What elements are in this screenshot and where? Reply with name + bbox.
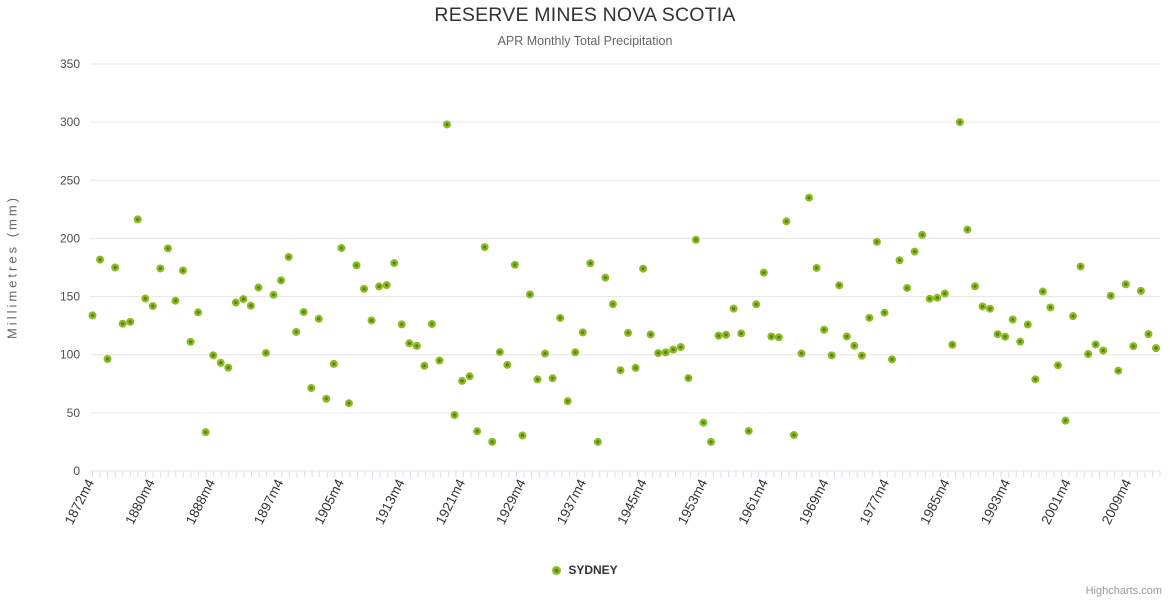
svg-text:350: 350 <box>60 57 80 71</box>
svg-text:1993m4: 1993m4 <box>978 476 1014 527</box>
svg-text:100: 100 <box>60 348 80 362</box>
svg-text:1905m4: 1905m4 <box>311 476 347 527</box>
svg-text:1953m4: 1953m4 <box>675 476 711 527</box>
svg-text:1913m4: 1913m4 <box>372 476 408 527</box>
svg-text:1880m4: 1880m4 <box>122 476 158 527</box>
svg-text:1945m4: 1945m4 <box>614 476 650 527</box>
svg-text:1897m4: 1897m4 <box>251 476 287 527</box>
svg-text:200: 200 <box>60 231 80 245</box>
svg-text:0: 0 <box>73 464 80 478</box>
svg-text:2009m4: 2009m4 <box>1099 476 1135 527</box>
svg-text:1929m4: 1929m4 <box>493 476 529 527</box>
svg-text:250: 250 <box>60 173 80 187</box>
svg-text:1985m4: 1985m4 <box>917 476 953 527</box>
svg-text:150: 150 <box>60 290 80 304</box>
svg-text:50: 50 <box>67 406 81 420</box>
svg-text:1888m4: 1888m4 <box>183 476 219 527</box>
svg-text:2001m4: 2001m4 <box>1038 476 1074 527</box>
svg-text:1969m4: 1969m4 <box>796 476 832 527</box>
svg-text:1937m4: 1937m4 <box>554 476 590 527</box>
svg-text:1921m4: 1921m4 <box>433 476 469 527</box>
svg-text:1977m4: 1977m4 <box>857 476 893 527</box>
svg-text:1872m4: 1872m4 <box>62 476 98 527</box>
svg-text:300: 300 <box>60 115 80 129</box>
svg-text:1961m4: 1961m4 <box>735 476 771 527</box>
